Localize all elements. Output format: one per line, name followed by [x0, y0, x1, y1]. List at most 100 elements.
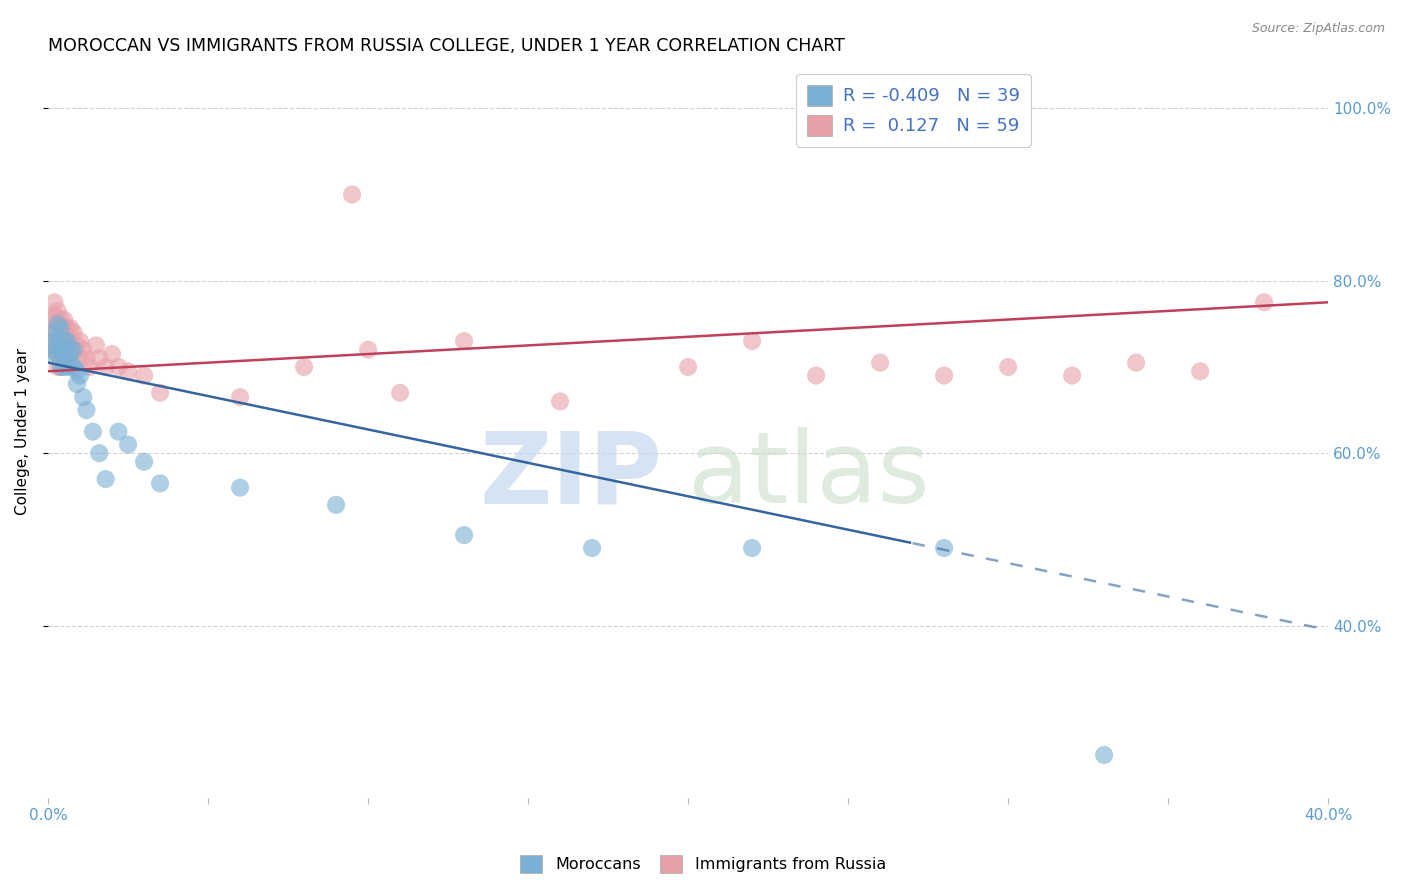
Point [94, 472, 117, 486]
Point [741, 334, 763, 348]
Point [804, 368, 827, 383]
Point [49, 321, 72, 335]
Point [69, 368, 91, 383]
Point [229, 481, 252, 495]
Point [49, 359, 72, 374]
Point [389, 385, 412, 400]
Point [46, 347, 69, 361]
Point [997, 359, 1019, 374]
Point [46, 359, 69, 374]
Point [66, 377, 89, 392]
Point [53, 321, 76, 335]
Point [46, 317, 69, 331]
Point [69, 334, 91, 348]
Point [59, 334, 82, 348]
Point [56, 334, 79, 348]
Point [132, 368, 155, 383]
Point [75, 351, 97, 366]
Point [932, 368, 955, 383]
Point [1253, 295, 1275, 310]
Point [53, 334, 76, 348]
Point [56, 347, 79, 361]
Point [46, 317, 69, 331]
Point [229, 390, 252, 404]
Point [1189, 364, 1212, 378]
Point [149, 385, 172, 400]
Point [453, 334, 475, 348]
Point [69, 351, 91, 366]
Point [292, 359, 315, 374]
Point [62, 343, 84, 357]
Text: atlas: atlas [688, 427, 929, 524]
Legend: Moroccans, Immigrants from Russia: Moroccans, Immigrants from Russia [513, 848, 893, 880]
Point [107, 359, 129, 374]
Point [676, 359, 699, 374]
Point [101, 347, 124, 361]
Point [59, 347, 82, 361]
Point [59, 343, 82, 357]
Point [66, 364, 89, 378]
Point [56, 347, 79, 361]
Point [94, 359, 117, 374]
Point [44, 343, 66, 357]
Point [357, 343, 380, 357]
Point [89, 351, 111, 366]
Point [741, 541, 763, 555]
Point [39, 347, 62, 361]
Point [53, 334, 76, 348]
Point [46, 304, 69, 318]
Point [53, 312, 76, 326]
Point [39, 343, 62, 357]
Point [53, 359, 76, 374]
Point [117, 437, 139, 451]
Point [44, 295, 66, 310]
Point [49, 343, 72, 357]
Point [581, 541, 603, 555]
Point [132, 455, 155, 469]
Point [1125, 356, 1147, 370]
Point [46, 334, 69, 348]
Point [548, 394, 571, 409]
Point [46, 334, 69, 348]
Point [107, 425, 129, 439]
Point [53, 347, 76, 361]
Point [44, 326, 66, 340]
Point [39, 326, 62, 340]
Point [89, 446, 111, 460]
Point [56, 359, 79, 374]
Point [869, 356, 891, 370]
Y-axis label: College, Under 1 year: College, Under 1 year [15, 348, 30, 516]
Point [84, 338, 107, 352]
Point [53, 351, 76, 366]
Point [44, 343, 66, 357]
Point [49, 359, 72, 374]
Point [62, 326, 84, 340]
Point [49, 343, 72, 357]
Text: ZIP: ZIP [479, 427, 662, 524]
Point [117, 364, 139, 378]
Point [44, 326, 66, 340]
Point [49, 326, 72, 340]
Point [56, 321, 79, 335]
Point [44, 308, 66, 322]
Text: Source: ZipAtlas.com: Source: ZipAtlas.com [1251, 22, 1385, 36]
Point [66, 338, 89, 352]
Point [62, 359, 84, 374]
Point [932, 541, 955, 555]
Point [325, 498, 347, 512]
Point [39, 334, 62, 348]
Point [82, 425, 104, 439]
Point [149, 476, 172, 491]
Point [39, 312, 62, 326]
Point [59, 321, 82, 335]
Point [72, 343, 94, 357]
Point [1092, 747, 1115, 762]
Point [72, 390, 94, 404]
Point [46, 347, 69, 361]
Point [1062, 368, 1084, 383]
Point [62, 343, 84, 357]
Point [340, 187, 363, 202]
Text: MOROCCAN VS IMMIGRANTS FROM RUSSIA COLLEGE, UNDER 1 YEAR CORRELATION CHART: MOROCCAN VS IMMIGRANTS FROM RUSSIA COLLE… [48, 37, 845, 55]
Point [453, 528, 475, 542]
Point [56, 334, 79, 348]
